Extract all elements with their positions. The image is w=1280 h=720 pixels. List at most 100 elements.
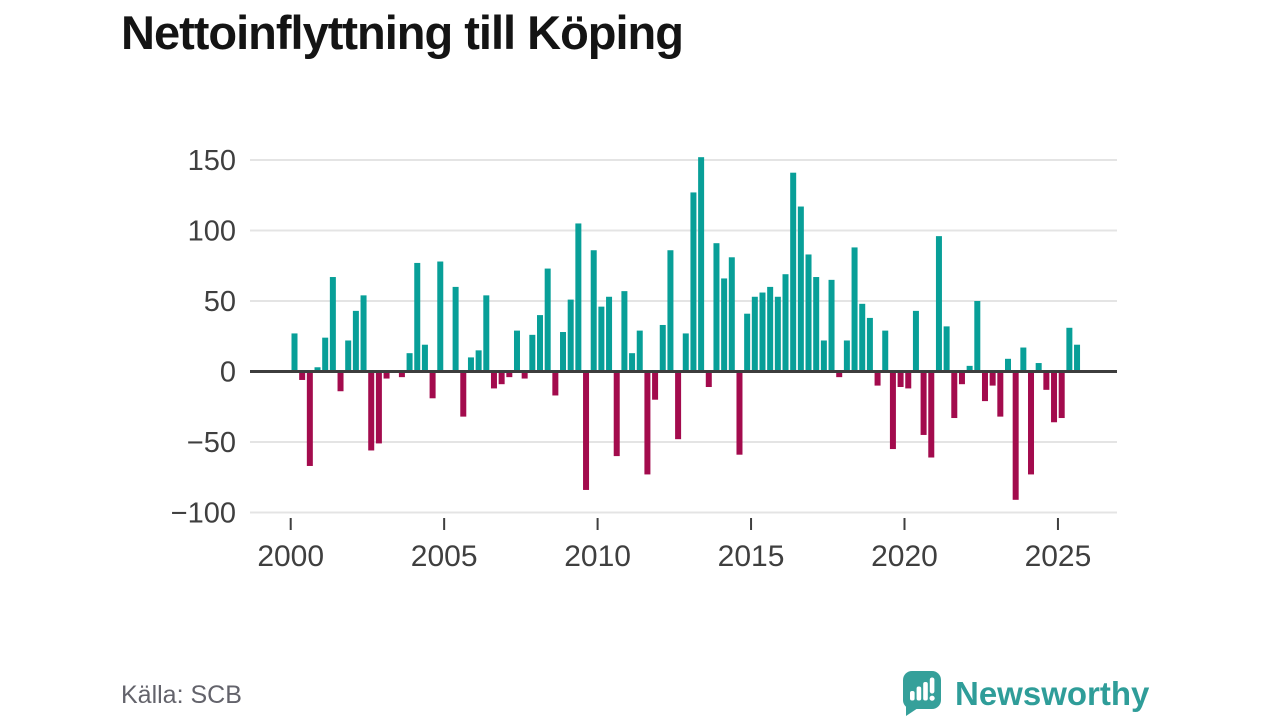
bar-positive xyxy=(721,278,728,372)
bar-positive xyxy=(774,296,781,372)
bar-negative xyxy=(1043,371,1050,390)
bar-negative xyxy=(905,371,912,389)
x-tick-label: 2025 xyxy=(1025,540,1092,573)
bar-positive xyxy=(345,340,352,372)
newsworthy-logo-svg: Newsworthy xyxy=(903,671,1150,716)
bar-positive xyxy=(406,353,413,372)
bar-positive xyxy=(513,330,520,372)
bar-positive xyxy=(629,353,636,372)
x-tick-label: 2000 xyxy=(257,540,324,573)
bar-negative xyxy=(506,371,513,378)
bar-positive xyxy=(935,236,942,372)
bar-negative xyxy=(306,371,313,466)
bar-negative xyxy=(897,371,904,388)
x-tick-label: 2010 xyxy=(564,540,631,573)
bar-negative xyxy=(1012,371,1019,500)
bar-positive xyxy=(322,337,329,372)
bar-negative xyxy=(836,371,843,378)
bar-positive xyxy=(759,292,766,372)
x-tick-label: 2020 xyxy=(871,540,938,573)
bar-positive xyxy=(866,317,873,372)
bar-negative xyxy=(460,371,467,417)
bar-negative xyxy=(337,371,344,392)
bar-chart-icon xyxy=(910,682,928,701)
x-tick-label: 2005 xyxy=(411,540,478,573)
bar-negative xyxy=(1051,371,1058,423)
bar-positive xyxy=(352,310,359,372)
bar-positive xyxy=(782,274,789,372)
y-tick-label: 100 xyxy=(188,216,236,248)
bar-positive xyxy=(590,250,597,372)
bar-negative xyxy=(951,371,958,419)
bar-positive xyxy=(974,301,981,372)
bar-positive xyxy=(483,295,490,372)
bar-positive xyxy=(805,254,812,372)
bar-positive xyxy=(843,340,850,372)
bar-negative xyxy=(299,371,306,380)
bar-negative xyxy=(997,371,1004,417)
bar-positive xyxy=(452,286,459,372)
bar-positive xyxy=(529,334,536,372)
bar-positive xyxy=(567,299,574,372)
bar-negative xyxy=(652,371,659,400)
bar-positive xyxy=(767,286,774,372)
bar-positive xyxy=(475,350,482,372)
bar-positive xyxy=(667,250,674,372)
bar-positive xyxy=(851,247,858,372)
bar-positive xyxy=(820,340,827,372)
bar-positive xyxy=(606,296,613,372)
bar-negative xyxy=(874,371,881,386)
bar-negative xyxy=(429,371,436,399)
bar-positive xyxy=(966,365,973,372)
bar-positive xyxy=(728,257,735,372)
bar-negative xyxy=(613,371,620,457)
bar-positive xyxy=(1066,327,1073,372)
bar-negative xyxy=(552,371,559,396)
bar-negative xyxy=(490,371,497,389)
bar-positive xyxy=(713,243,720,372)
bar-negative xyxy=(928,371,935,458)
bar-negative xyxy=(889,371,896,450)
bar-negative xyxy=(583,371,590,490)
bar-positive xyxy=(437,261,444,372)
bar-positive xyxy=(621,291,628,372)
y-tick-label: −50 xyxy=(187,427,236,459)
bar-negative xyxy=(398,371,405,378)
x-tick-label: 2015 xyxy=(718,540,785,573)
bar-positive xyxy=(744,313,751,372)
bar-positive xyxy=(797,206,804,372)
bar-positive xyxy=(314,367,321,372)
bar-positive xyxy=(882,330,889,372)
bar-negative xyxy=(375,371,382,444)
bar-positive xyxy=(575,223,582,372)
newsworthy-logo: Newsworthy xyxy=(898,663,1198,720)
bar-negative xyxy=(981,371,988,402)
bar-negative xyxy=(1058,371,1065,419)
bar-positive xyxy=(1005,358,1011,372)
bar-positive xyxy=(659,324,666,372)
exclamation-icon xyxy=(929,677,935,701)
bar-positive xyxy=(698,157,705,372)
bar-positive xyxy=(360,295,367,372)
newsworthy-wordmark: Newsworthy xyxy=(955,675,1150,712)
bar-positive xyxy=(1020,347,1027,372)
bar-negative xyxy=(736,371,743,455)
y-tick-label: 0 xyxy=(220,357,236,389)
bar-negative xyxy=(644,371,651,475)
newsworthy-badge-icon xyxy=(903,671,941,716)
bar-positive xyxy=(790,172,797,372)
bar-positive xyxy=(291,333,298,372)
bar-positive xyxy=(537,315,543,372)
bar-negative xyxy=(1028,371,1035,475)
bar-positive xyxy=(751,296,758,372)
y-tick-label: 150 xyxy=(188,145,236,177)
bar-positive xyxy=(690,192,697,372)
bar-positive xyxy=(560,332,567,372)
bar-positive xyxy=(912,310,919,372)
source-label: Källa: SCB xyxy=(121,681,242,709)
y-tick-label: 50 xyxy=(204,286,236,318)
bar-positive xyxy=(598,306,605,372)
bar-negative xyxy=(675,371,682,440)
bar-negative xyxy=(705,371,712,388)
